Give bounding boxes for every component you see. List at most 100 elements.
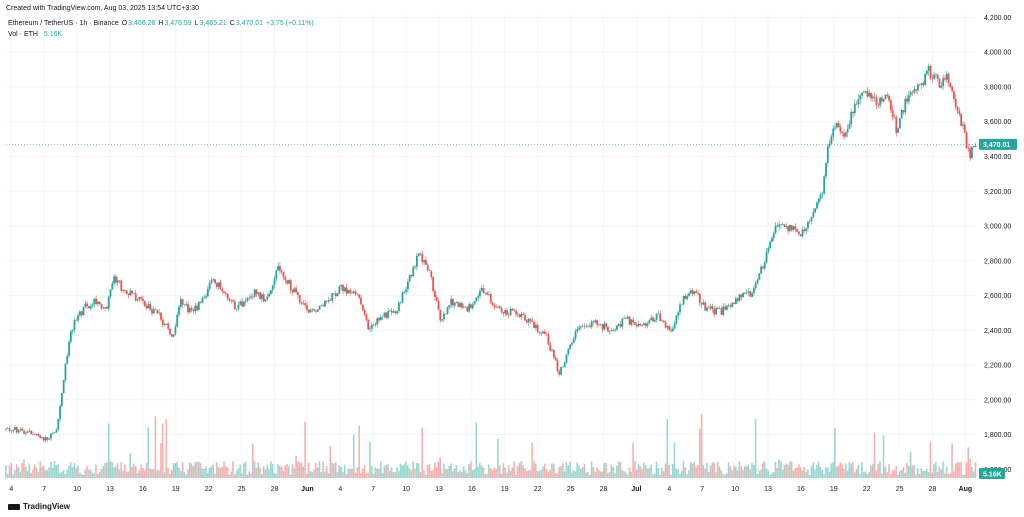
volume-bar [670,474,672,478]
volume-bar [399,463,402,478]
candle-body [271,285,274,291]
candle-body [801,229,804,237]
volume-bar [145,462,148,478]
volume-bar [799,467,802,478]
volume-bar [48,467,50,478]
volume-bar [570,472,573,478]
volume-bar [307,462,310,478]
volume-bar [239,464,241,478]
volume-bar [396,467,398,478]
candle-body [630,319,633,325]
volume-value: 5.16K [43,31,63,38]
candle-body [251,296,254,298]
candle-body [97,301,99,304]
candle-body [947,73,950,83]
volume-bar [605,462,607,478]
volume-bar [457,471,460,478]
volume-bar [23,459,25,478]
volume-bar [367,472,369,478]
candle-body [834,127,836,129]
candle-body [479,290,481,297]
volume-bar [309,471,312,478]
candle-body [666,325,669,328]
volume-bar [187,469,189,478]
volume-bar [327,472,330,478]
volume-bar [534,463,537,478]
volume-bar [497,439,499,478]
time-axis[interactable]: 4 7 10 13 16 19 22 25 28 Jun 4 7 10 13 16 19 22 25 28 Jul 4 7… [9,486,972,493]
candle-body [374,324,377,326]
candle-body [68,341,70,356]
volume-bar [547,471,550,478]
candle-body [576,329,579,332]
volume-bar [264,469,267,478]
candle-body [628,316,631,325]
candle-body [641,324,644,326]
volume-bar [846,470,849,478]
volume-bar [109,461,112,478]
candle-body [821,193,824,195]
price-tick-label: 3,600.00 [984,119,1011,126]
volume-bar [26,471,29,478]
candle-body [192,309,195,312]
volume-bar [816,465,818,478]
candle-body [42,437,45,441]
candle-body [329,299,332,301]
candle-body [918,84,921,86]
volume-bar [423,470,425,478]
volume-bar [461,471,463,478]
candle-body [880,97,883,102]
candle-body [935,74,937,76]
volume-bar [434,462,436,478]
volume-bar [64,473,67,478]
candle-body [100,304,103,309]
volume-legend[interactable]: Vol · ETH 5.16K [8,31,63,38]
candle-body [59,406,61,420]
candle-body [924,73,927,86]
candle-body [857,99,860,105]
candle-body [529,318,532,321]
volume-bar [98,472,101,478]
candle-body [28,430,31,432]
volume-bar [161,423,164,478]
candle-body [315,310,317,312]
volume-bar [374,467,377,478]
time-tick-label: 13 [435,486,443,493]
candle-body [351,292,353,294]
candle-body [434,290,436,298]
volume-bar [861,462,863,478]
candle-body [679,304,681,313]
time-tick-label: 7 [42,486,46,493]
candle-body [313,309,316,311]
volume-bar [127,471,130,478]
candle-body [796,228,799,232]
candle-body [169,328,171,335]
candle-body [942,78,945,86]
symbol-legend[interactable]: Ethereum / TetherUS · 1h · Binance O3,46… [8,20,315,27]
volume-bar [747,465,750,478]
candle-body [138,297,141,300]
candle-body [891,110,894,117]
volume-bar [558,466,560,478]
volume-bar [697,464,699,478]
price-axis[interactable]: 1,600.001,800.002,000.002,200.002,400.00… [984,15,1011,474]
volume-bar [936,471,939,478]
tradingview-logo[interactable]: TradingView [8,502,70,511]
symbol-name[interactable]: Ethereum / TetherUS · 1h · Binance [8,20,119,27]
volume-bar [107,423,110,478]
candle-body [871,96,874,99]
volume-bar [516,465,519,478]
candle-body [322,305,325,307]
candle-body [468,304,471,312]
time-tick-label: 22 [534,486,542,493]
volume-bar [810,465,813,478]
volume-bar [32,469,34,478]
candle-body [459,303,462,307]
volume-bar [884,466,887,478]
candle-body [846,128,849,133]
candle-body [293,288,296,293]
volume-bar [740,466,742,478]
candle-body [41,437,43,439]
volume-bar [279,465,281,478]
